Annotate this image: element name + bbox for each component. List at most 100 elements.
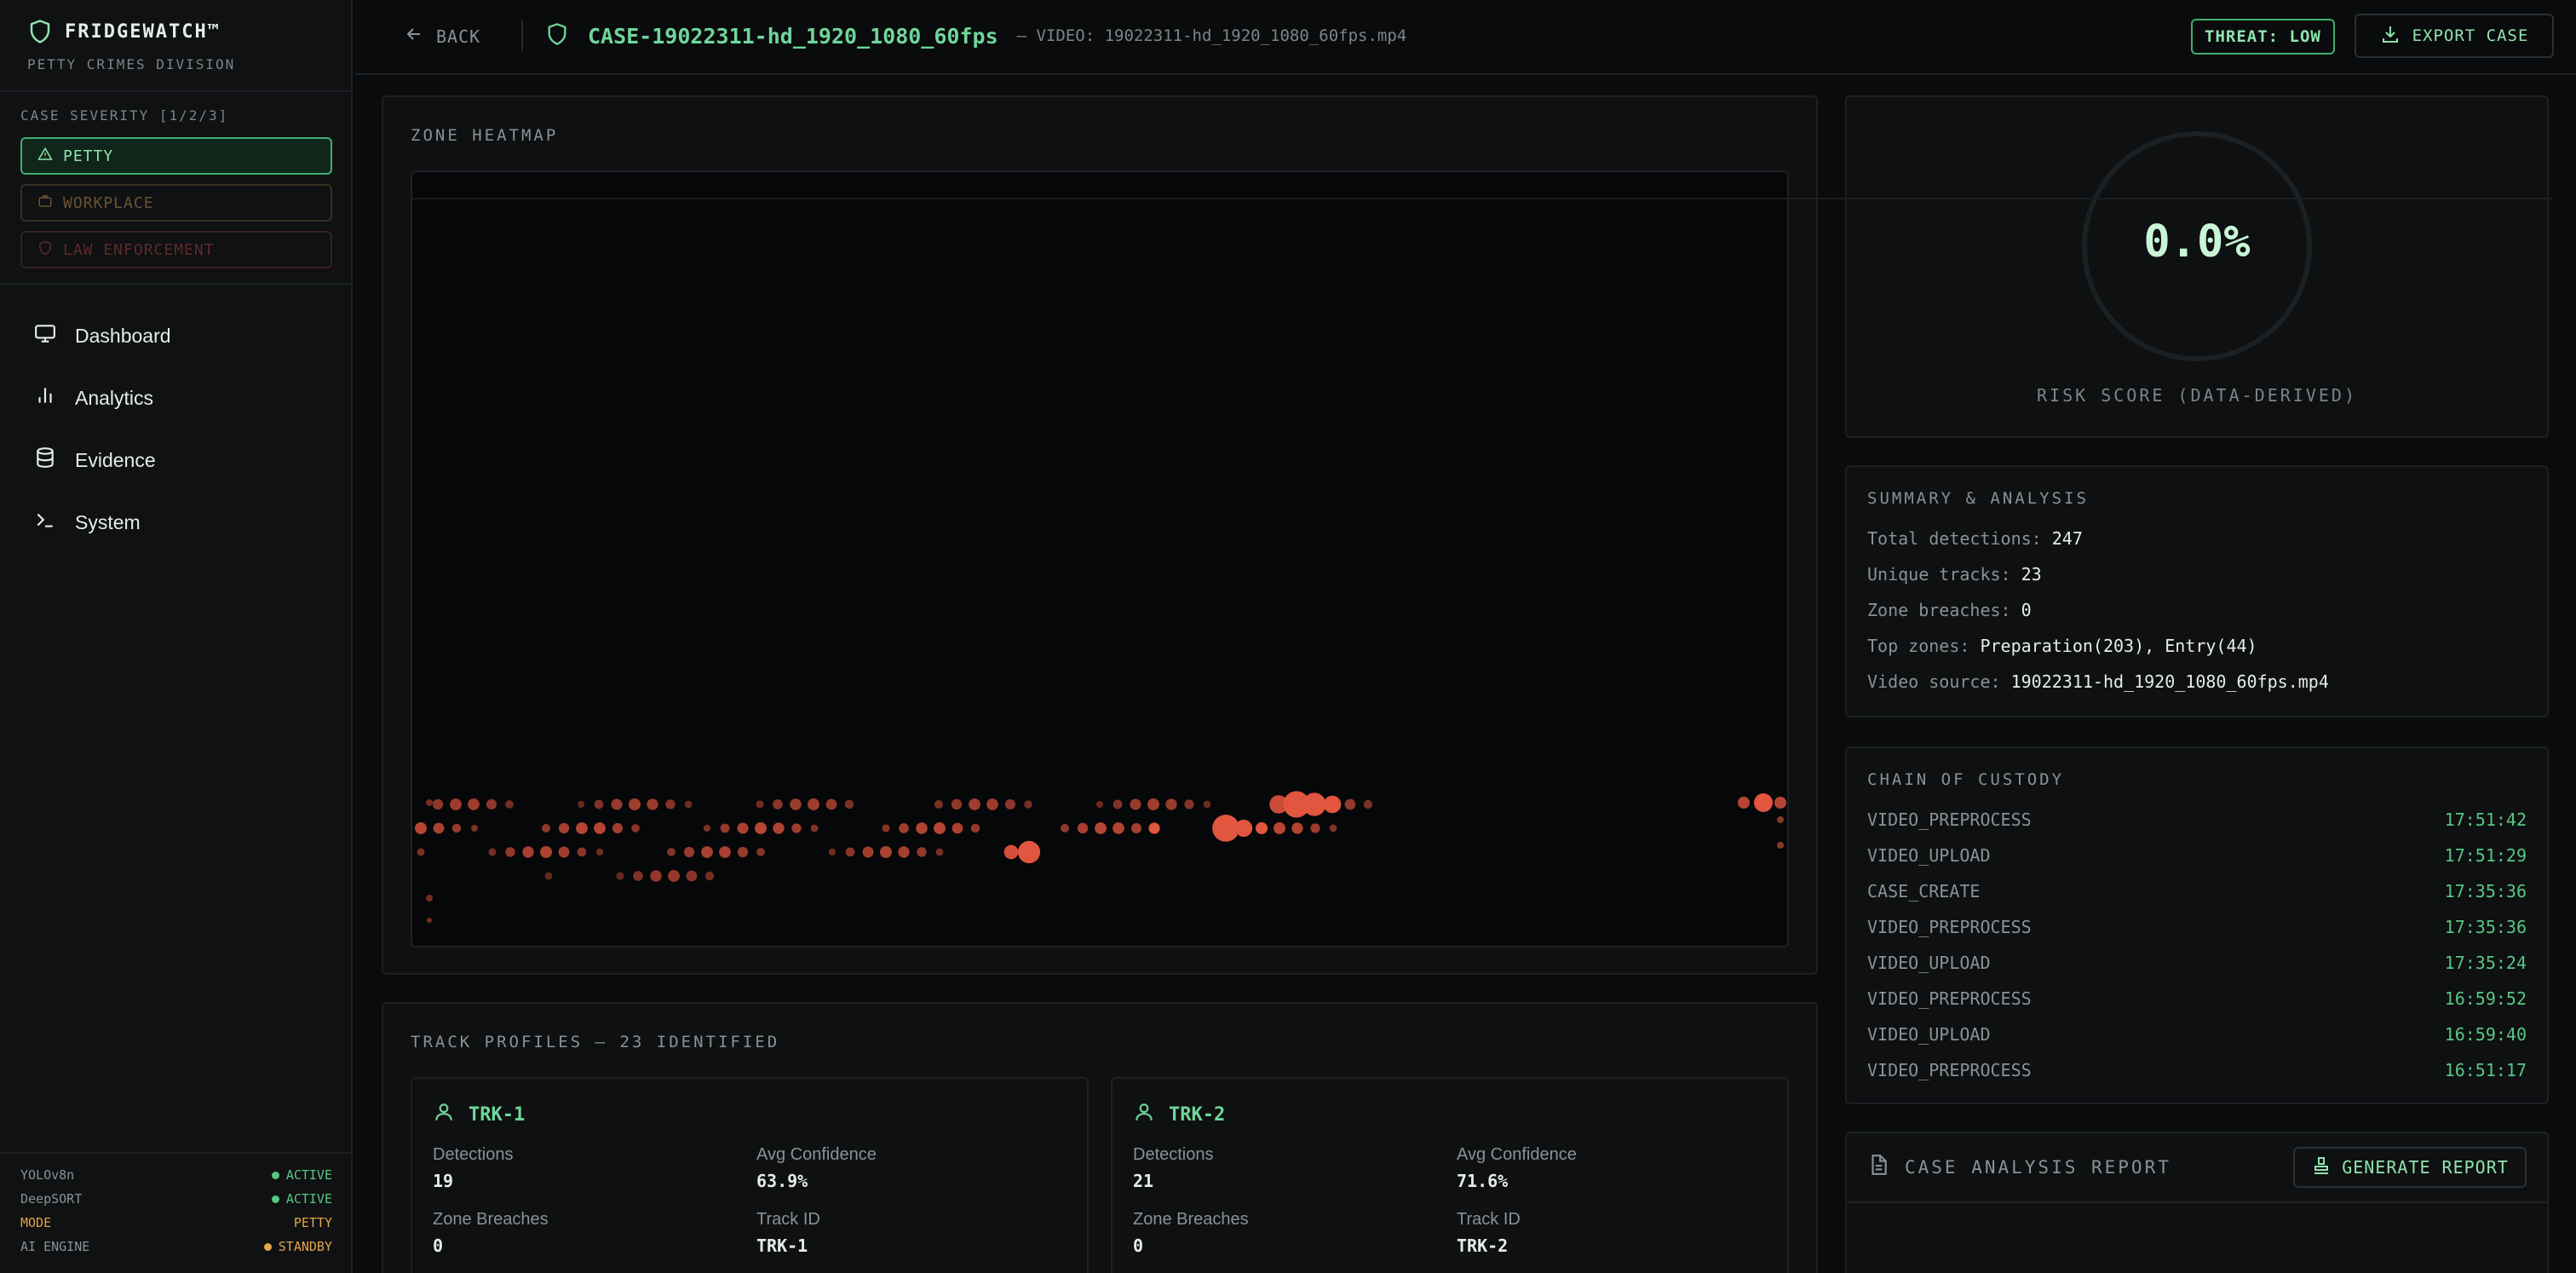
generate-report-button[interactable]: GENERATE REPORT bbox=[2293, 1147, 2527, 1188]
status-deepsort: DeepSORT ACTIVE bbox=[20, 1191, 332, 1207]
chain-of-custody-panel bbox=[1845, 746, 2549, 1104]
summary-row: Unique tracks: 23 bbox=[1867, 564, 2042, 585]
status-value: ACTIVE bbox=[272, 1167, 332, 1183]
status-value: ACTIVE bbox=[272, 1191, 332, 1207]
summary-key: Video source: bbox=[1867, 671, 2001, 692]
download-icon bbox=[2380, 24, 2401, 49]
summary-key: Top zones: bbox=[1867, 636, 1970, 656]
summary-value: Preparation(203), Entry(44) bbox=[1980, 636, 2257, 656]
risk-gauge bbox=[2082, 131, 2312, 361]
generate-report-label: GENERATE REPORT bbox=[2342, 1157, 2509, 1178]
track-id-value: TRK-2 bbox=[1457, 1236, 1509, 1256]
summary-key: Unique tracks: bbox=[1867, 564, 2011, 585]
divider bbox=[0, 90, 353, 92]
risk-score-value: 0.0% bbox=[2143, 216, 2251, 268]
severity-workplace-button[interactable]: WORKPLACE bbox=[20, 184, 332, 222]
summary-value: 0 bbox=[2021, 600, 2032, 620]
severity-label: WORKPLACE bbox=[63, 193, 154, 212]
custody-time: 16:51:17 bbox=[2444, 1060, 2527, 1080]
custody-row: VIDEO_PREPROCESS 16:59:52 bbox=[1867, 988, 2527, 1009]
back-label: BACK bbox=[436, 26, 481, 47]
status-key: MODE bbox=[20, 1215, 52, 1230]
header: BACK CASE-19022311-hd_1920_1080_60fps — … bbox=[354, 0, 2576, 75]
nav-label: Evidence bbox=[75, 448, 156, 471]
track-card[interactable]: TRK-2 Detections 21 Avg Confidence 71.6%… bbox=[1111, 1077, 1789, 1273]
summary-panel bbox=[1845, 465, 2549, 717]
severity-petty-button[interactable]: PETTY bbox=[20, 137, 332, 175]
custody-event: VIDEO_PREPROCESS bbox=[1867, 988, 2032, 1009]
custody-time: 16:59:52 bbox=[2444, 988, 2527, 1009]
status-yolo: YOLOv8n ACTIVE bbox=[20, 1167, 332, 1183]
summary-row: Top zones: Preparation(203), Entry(44) bbox=[1867, 636, 2257, 656]
threat-badge: THREAT: LOW bbox=[2191, 19, 2335, 55]
custody-event: VIDEO_UPLOAD bbox=[1867, 1024, 1991, 1045]
brand-subtitle: PETTY CRIMES DIVISION bbox=[27, 56, 236, 72]
track-card-header: TRK-2 bbox=[1133, 1101, 1225, 1128]
summary-row: Total detections: 247 bbox=[1867, 528, 2083, 549]
status-key: DeepSORT bbox=[20, 1191, 83, 1207]
divider bbox=[0, 1152, 353, 1154]
user-icon bbox=[433, 1101, 455, 1128]
case-severity-title: CASE SEVERITY [1/2/3] bbox=[20, 107, 229, 124]
avg-confidence-value: 71.6% bbox=[1457, 1171, 1509, 1191]
zone-heatmap-canvas[interactable] bbox=[411, 170, 1789, 948]
nav-label: System bbox=[75, 510, 141, 533]
nav-label: Analytics bbox=[75, 386, 154, 409]
summary-value: 19022311-hd_1920_1080_60fps.mp4 bbox=[2010, 671, 2329, 692]
severity-law-enforcement-button[interactable]: LAW ENFORCEMENT bbox=[20, 231, 332, 268]
export-case-button[interactable]: EXPORT CASE bbox=[2355, 14, 2554, 58]
summary-value: 23 bbox=[2021, 564, 2042, 585]
custody-row: VIDEO_UPLOAD 17:51:29 bbox=[1867, 845, 2527, 866]
back-button[interactable]: BACK bbox=[404, 24, 480, 49]
avg-confidence-label: Avg Confidence bbox=[756, 1145, 877, 1164]
custody-row: VIDEO_UPLOAD 17:35:24 bbox=[1867, 953, 2527, 973]
custody-event: CASE_CREATE bbox=[1867, 881, 1981, 901]
custody-time: 17:35:24 bbox=[2444, 953, 2527, 973]
custody-time: 17:51:29 bbox=[2444, 845, 2527, 866]
avg-confidence-value: 63.9% bbox=[756, 1171, 808, 1191]
summary-row: Zone breaches: 0 bbox=[1867, 600, 2032, 620]
custody-row: VIDEO_PREPROCESS 17:35:36 bbox=[1867, 917, 2527, 937]
report-title: CASE ANALYSIS REPORT bbox=[1905, 1156, 2171, 1178]
summary-key: Total detections: bbox=[1867, 528, 2042, 549]
detections-value: 19 bbox=[433, 1171, 454, 1191]
shield-icon bbox=[545, 22, 569, 49]
summary-key: Zone breaches: bbox=[1867, 600, 2011, 620]
monitor-icon bbox=[34, 322, 56, 349]
divider bbox=[0, 283, 353, 285]
custody-row: VIDEO_PREPROCESS 17:51:42 bbox=[1867, 809, 2527, 830]
detections-label: Detections bbox=[433, 1145, 514, 1164]
track-card[interactable]: TRK-1 Detections 19 Avg Confidence 63.9%… bbox=[411, 1077, 1089, 1273]
avg-confidence-label: Avg Confidence bbox=[1457, 1145, 1577, 1164]
case-video-label: — VIDEO: 19022311-hd_1920_1080_60fps.mp4 bbox=[1016, 26, 1407, 45]
status-key: AI ENGINE bbox=[20, 1239, 90, 1254]
summary-title: SUMMARY & ANALYSIS bbox=[1867, 489, 2089, 508]
nav-label: Dashboard bbox=[75, 324, 171, 347]
nav-item-system[interactable]: System bbox=[34, 509, 141, 536]
sidebar: FRIDGEWATCH™ PETTY CRIMES DIVISION CASE … bbox=[0, 0, 353, 1273]
briefcase-icon bbox=[37, 193, 53, 213]
risk-score-label: RISK SCORE (DATA-DERIVED) bbox=[2036, 385, 2358, 406]
custody-time: 16:59:40 bbox=[2444, 1024, 2527, 1045]
status-key: YOLOv8n bbox=[20, 1167, 75, 1183]
stamp-icon bbox=[2311, 1155, 2332, 1180]
zone-breaches-value: 0 bbox=[433, 1236, 444, 1256]
warning-triangle-icon bbox=[37, 147, 53, 166]
custody-event: VIDEO_PREPROCESS bbox=[1867, 809, 2032, 830]
status-ai-engine: AI ENGINE STANDBY bbox=[20, 1239, 332, 1254]
zone-breaches-value: 0 bbox=[1133, 1236, 1144, 1256]
nav-item-evidence[interactable]: Evidence bbox=[34, 446, 156, 474]
detections-value: 21 bbox=[1133, 1171, 1154, 1191]
bar-chart-icon bbox=[34, 384, 56, 412]
database-icon bbox=[34, 446, 56, 474]
custody-row: VIDEO_PREPROCESS 16:51:17 bbox=[1867, 1060, 2527, 1080]
zone-breaches-label: Zone Breaches bbox=[1133, 1210, 1249, 1229]
case-analysis-report-header: CASE ANALYSIS REPORT bbox=[1867, 1154, 2171, 1180]
detections-label: Detections bbox=[1133, 1145, 1214, 1164]
track-name: TRK-1 bbox=[469, 1103, 526, 1126]
track-id-label: Track ID bbox=[756, 1210, 820, 1229]
nav-item-dashboard[interactable]: Dashboard bbox=[34, 322, 171, 349]
custody-time: 17:35:36 bbox=[2444, 881, 2527, 901]
zone-breaches-label: Zone Breaches bbox=[433, 1210, 549, 1229]
nav-item-analytics[interactable]: Analytics bbox=[34, 384, 153, 412]
